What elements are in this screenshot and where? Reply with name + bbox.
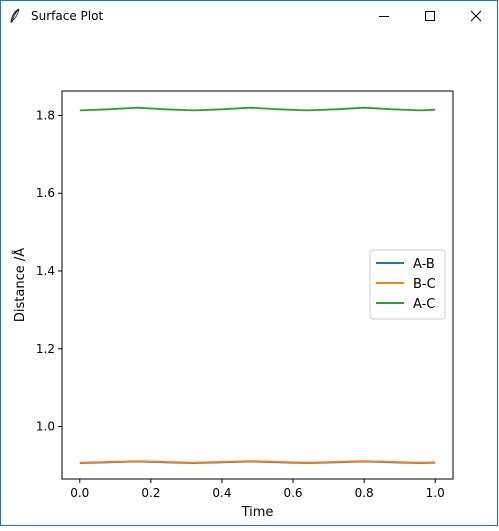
plot-frame (61, 90, 454, 480)
title-bar[interactable]: Surface Plot (1, 1, 497, 32)
x-tick-label: 0.8 (355, 486, 374, 500)
line-chart: 0.0 0.2 0.4 0.6 0.8 1.0 1.0 1.2 1.4 1.6 1.8 Time Dis… (12, 90, 454, 520)
feather-icon (9, 8, 21, 24)
legend-label-a-b: A-B (413, 257, 435, 272)
x-tick-label: 0.4 (212, 486, 231, 500)
chart-canvas: 0.0 0.2 0.4 0.6 0.8 1.0 1.0 1.2 1.4 1.6 1.8 Time Dis… (1, 32, 499, 527)
maximize-button[interactable] (407, 1, 453, 32)
x-tick-label: 0.6 (283, 486, 302, 500)
series-line-a-c (79, 106, 436, 112)
legend-label-a-c: A-C (413, 297, 435, 312)
close-button[interactable] (453, 1, 499, 32)
y-axis-label: Distance /Å (12, 248, 28, 322)
window-title: Surface Plot (31, 9, 104, 23)
y-tick-label: 1.4 (36, 264, 55, 278)
maximize-icon (425, 11, 435, 21)
y-tick-label: 1.8 (36, 108, 55, 122)
series-line-b-c (79, 460, 436, 464)
y-tick-label: 1.2 (36, 342, 55, 356)
y-tick-label: 1.0 (36, 420, 55, 434)
x-axis-label: Time (241, 505, 274, 520)
x-tick-label: 0.2 (141, 486, 160, 500)
legend-label-b-c: B-C (413, 277, 436, 292)
x-tick-label: 1.0 (426, 486, 445, 500)
minimize-button[interactable] (361, 1, 407, 32)
close-icon (470, 10, 482, 22)
x-tick-label: 0.0 (70, 486, 89, 500)
y-tick-label: 1.6 (36, 186, 55, 200)
legend-box (369, 249, 446, 320)
minimize-icon (379, 16, 389, 17)
